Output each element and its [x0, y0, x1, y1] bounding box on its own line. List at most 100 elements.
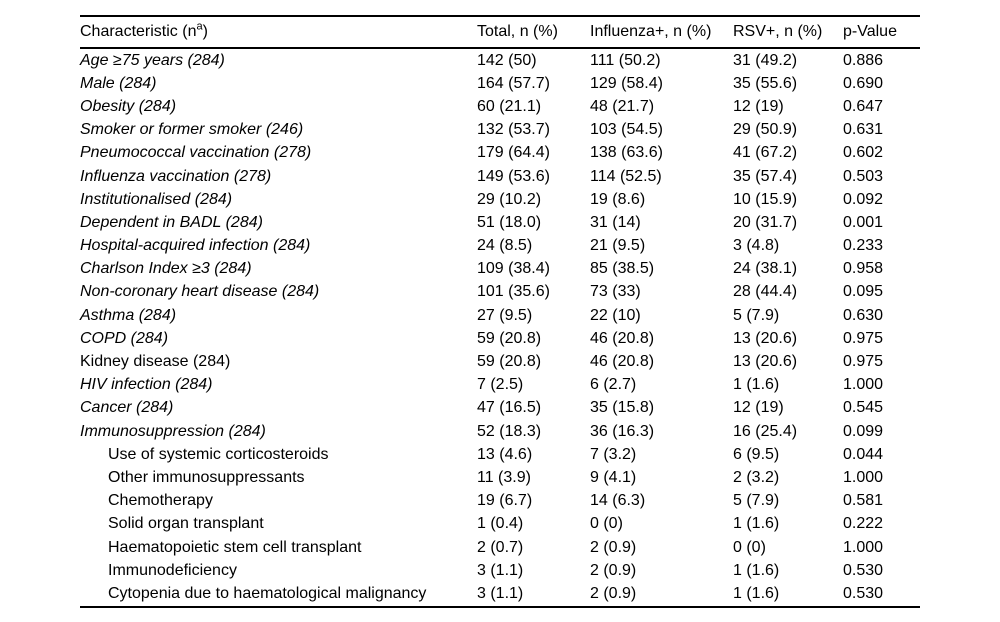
table-row: Haematopoietic stem cell transplant 2 (0.…	[80, 536, 920, 559]
table-row: Cancer (284) 47 (16.5) 35 (15.8) 12 (19) 0.5…	[80, 397, 920, 420]
cell-rsv: 35 (57.4)	[733, 167, 798, 185]
cell-rsv: 12 (19)	[733, 97, 784, 115]
col-header-characteristic-suffix: )	[202, 23, 208, 40]
cell-influenza: 22 (10)	[590, 306, 641, 324]
cell-influenza: 36 (16.3)	[590, 422, 655, 440]
col-header-influenza: Influenza+, n (%)	[590, 16, 733, 49]
characteristics-table: Characteristic (na) Total, n (%) Influen…	[80, 15, 920, 608]
cell-total: 60 (21.1)	[477, 97, 542, 115]
row-label: Hospital-acquired infection (284)	[80, 237, 311, 255]
cell-influenza: 48 (21.7)	[590, 97, 655, 115]
cell-total: 3 (1.1)	[477, 584, 524, 602]
table-row: Chemotherapy 19 (6.7) 14 (6.3) 5 (7.9) 0.581	[80, 490, 920, 513]
cell-influenza: 35 (15.8)	[590, 399, 655, 417]
row-label: Obesity (284)	[80, 97, 177, 115]
cell-influenza: 2 (0.9)	[590, 584, 637, 602]
cell-pvalue: 0.044	[843, 445, 884, 463]
row-label: Male (284)	[80, 74, 157, 92]
cell-influenza: 46 (20.8)	[590, 329, 655, 347]
table-row: HIV infection (284) 7 (2.5) 6 (2.7) 1 (1.6)…	[80, 374, 920, 397]
table-row: Solid organ transplant 1 (0.4) 0 (0) 1 (1.6…	[80, 513, 920, 536]
row-label: Chemotherapy	[108, 492, 213, 510]
cell-pvalue: 0.222	[843, 515, 884, 533]
col-header-total: Total, n (%)	[477, 16, 590, 49]
cell-total: 27 (9.5)	[477, 306, 533, 324]
cell-total: 1 (0.4)	[477, 515, 524, 533]
cell-rsv: 12 (19)	[733, 399, 784, 417]
cell-rsv: 31 (49.2)	[733, 51, 798, 69]
cell-rsv: 41 (67.2)	[733, 144, 798, 162]
table-header-row: Characteristic (na) Total, n (%) Influen…	[80, 16, 920, 49]
col-header-pvalue: p-Value	[843, 16, 920, 49]
cell-total: 109 (38.4)	[477, 260, 550, 278]
cell-total: 51 (18.0)	[477, 213, 542, 231]
table-row: Dependent in BADL (284) 51 (18.0) 31 (14) 2…	[80, 211, 920, 234]
table-row: Kidney disease (284) 59 (20.8) 46 (20.8) 13…	[80, 350, 920, 373]
row-label: Solid organ transplant	[108, 515, 264, 533]
cell-influenza: 31 (14)	[590, 213, 641, 231]
footnote-marker-a: a	[196, 20, 203, 33]
cell-total: 179 (64.4)	[477, 144, 550, 162]
cell-influenza: 9 (4.1)	[590, 468, 637, 486]
cell-rsv: 10 (15.9)	[733, 190, 798, 208]
cell-total: 13 (4.6)	[477, 445, 533, 463]
cell-influenza: 85 (38.5)	[590, 260, 655, 278]
cell-pvalue: 0.530	[843, 584, 884, 602]
table-row: Age ≥75 years (284) 142 (50) 111 (50.2) 31 …	[80, 48, 920, 72]
row-label: Other immunosuppressants	[108, 468, 305, 486]
cell-pvalue: 0.647	[843, 97, 884, 115]
cell-pvalue: 0.602	[843, 144, 884, 162]
cell-total: 101 (35.6)	[477, 283, 550, 301]
cell-rsv: 35 (55.6)	[733, 74, 798, 92]
cell-influenza: 138 (63.6)	[590, 144, 663, 162]
cell-total: 24 (8.5)	[477, 237, 533, 255]
cell-total: 149 (53.6)	[477, 167, 550, 185]
cell-total: 142 (50)	[477, 51, 537, 69]
cell-total: 59 (20.8)	[477, 353, 542, 371]
cell-rsv: 0 (0)	[733, 538, 766, 556]
cell-total: 132 (53.7)	[477, 121, 550, 139]
table-row: Non-coronary heart disease (284) 101 (35.…	[80, 281, 920, 304]
cell-influenza: 7 (3.2)	[590, 445, 637, 463]
cell-rsv: 5 (7.9)	[733, 492, 780, 510]
cell-total: 47 (16.5)	[477, 399, 542, 417]
row-label: Cancer (284)	[80, 399, 174, 417]
cell-pvalue: 0.530	[843, 561, 884, 579]
cell-pvalue: 1.000	[843, 376, 884, 394]
cell-rsv: 13 (20.6)	[733, 353, 798, 371]
cell-pvalue: 0.975	[843, 353, 884, 371]
cell-pvalue: 0.630	[843, 306, 884, 324]
cell-total: 3 (1.1)	[477, 561, 524, 579]
cell-influenza: 2 (0.9)	[590, 561, 637, 579]
cell-influenza: 114 (52.5)	[590, 167, 662, 185]
row-label: Smoker or former smoker (246)	[80, 121, 304, 139]
row-label: Influenza vaccination (278)	[80, 167, 272, 185]
table-row: Hospital-acquired infection (284) 24 (8.5…	[80, 235, 920, 258]
row-label: Charlson Index ≥3 (284)	[80, 260, 252, 278]
cell-pvalue: 0.631	[843, 121, 884, 139]
cell-influenza: 14 (6.3)	[590, 492, 646, 510]
row-label: Use of systemic corticosteroids	[108, 445, 329, 463]
cell-pvalue: 0.233	[843, 237, 884, 255]
cell-rsv: 16 (25.4)	[733, 422, 798, 440]
cell-influenza: 129 (58.4)	[590, 74, 663, 92]
cell-rsv: 1 (1.6)	[733, 561, 780, 579]
row-label: Dependent in BADL (284)	[80, 213, 263, 231]
cell-pvalue: 0.001	[843, 213, 884, 231]
cell-rsv: 20 (31.7)	[733, 213, 798, 231]
cell-pvalue: 0.958	[843, 260, 884, 278]
cell-influenza: 21 (9.5)	[590, 237, 646, 255]
table-row: Immunodeficiency 3 (1.1) 2 (0.9) 1 (1.6) 0.5…	[80, 559, 920, 582]
row-label: Immunosuppression (284)	[80, 422, 266, 440]
cell-total: 29 (10.2)	[477, 190, 542, 208]
cell-rsv: 29 (50.9)	[733, 121, 798, 139]
cell-rsv: 5 (7.9)	[733, 306, 780, 324]
table-row: Immunosuppression (284) 52 (18.3) 36 (16.3…	[80, 420, 920, 443]
cell-rsv: 1 (1.6)	[733, 584, 780, 602]
table-row: Institutionalised (284) 29 (10.2) 19 (8.6)…	[80, 188, 920, 211]
cell-influenza: 111 (50.2)	[590, 51, 661, 69]
col-header-rsv: RSV+, n (%)	[733, 16, 843, 49]
cell-influenza: 19 (8.6)	[590, 190, 646, 208]
cell-pvalue: 0.092	[843, 190, 884, 208]
cell-pvalue: 0.099	[843, 422, 884, 440]
